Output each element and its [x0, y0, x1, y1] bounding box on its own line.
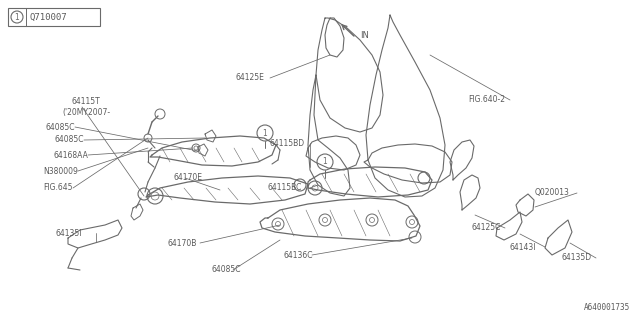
- Text: 64143I: 64143I: [510, 243, 536, 252]
- Text: 64170B: 64170B: [168, 238, 197, 247]
- Text: 64085C: 64085C: [45, 123, 75, 132]
- Text: Q710007: Q710007: [30, 12, 68, 21]
- Text: 1: 1: [15, 12, 19, 21]
- Text: Q020013: Q020013: [535, 188, 570, 197]
- Text: 64125E: 64125E: [236, 74, 265, 83]
- Text: 64170E: 64170E: [173, 173, 202, 182]
- Text: 1: 1: [323, 157, 328, 166]
- Text: 64135I: 64135I: [56, 228, 83, 237]
- Text: 64085C: 64085C: [54, 135, 84, 145]
- Text: 64136C: 64136C: [284, 251, 314, 260]
- Text: 64115BD: 64115BD: [270, 139, 305, 148]
- Text: A640001735: A640001735: [584, 303, 630, 312]
- Text: FIG.640-2: FIG.640-2: [468, 95, 505, 105]
- Text: 1: 1: [262, 129, 268, 138]
- Text: N380009: N380009: [43, 166, 78, 175]
- Text: FIG.645: FIG.645: [44, 183, 73, 193]
- Text: 64135D: 64135D: [562, 253, 592, 262]
- Text: 64125C: 64125C: [471, 223, 500, 233]
- Text: 64115BC: 64115BC: [268, 183, 302, 193]
- Bar: [8, 8, 100, 26]
- Text: 64085C: 64085C: [211, 266, 241, 275]
- Text: ('20MY2007-: ('20MY2007-: [62, 108, 110, 117]
- Text: IN: IN: [360, 30, 369, 39]
- Text: 64115T: 64115T: [72, 97, 100, 106]
- Text: 64168AA: 64168AA: [53, 150, 88, 159]
